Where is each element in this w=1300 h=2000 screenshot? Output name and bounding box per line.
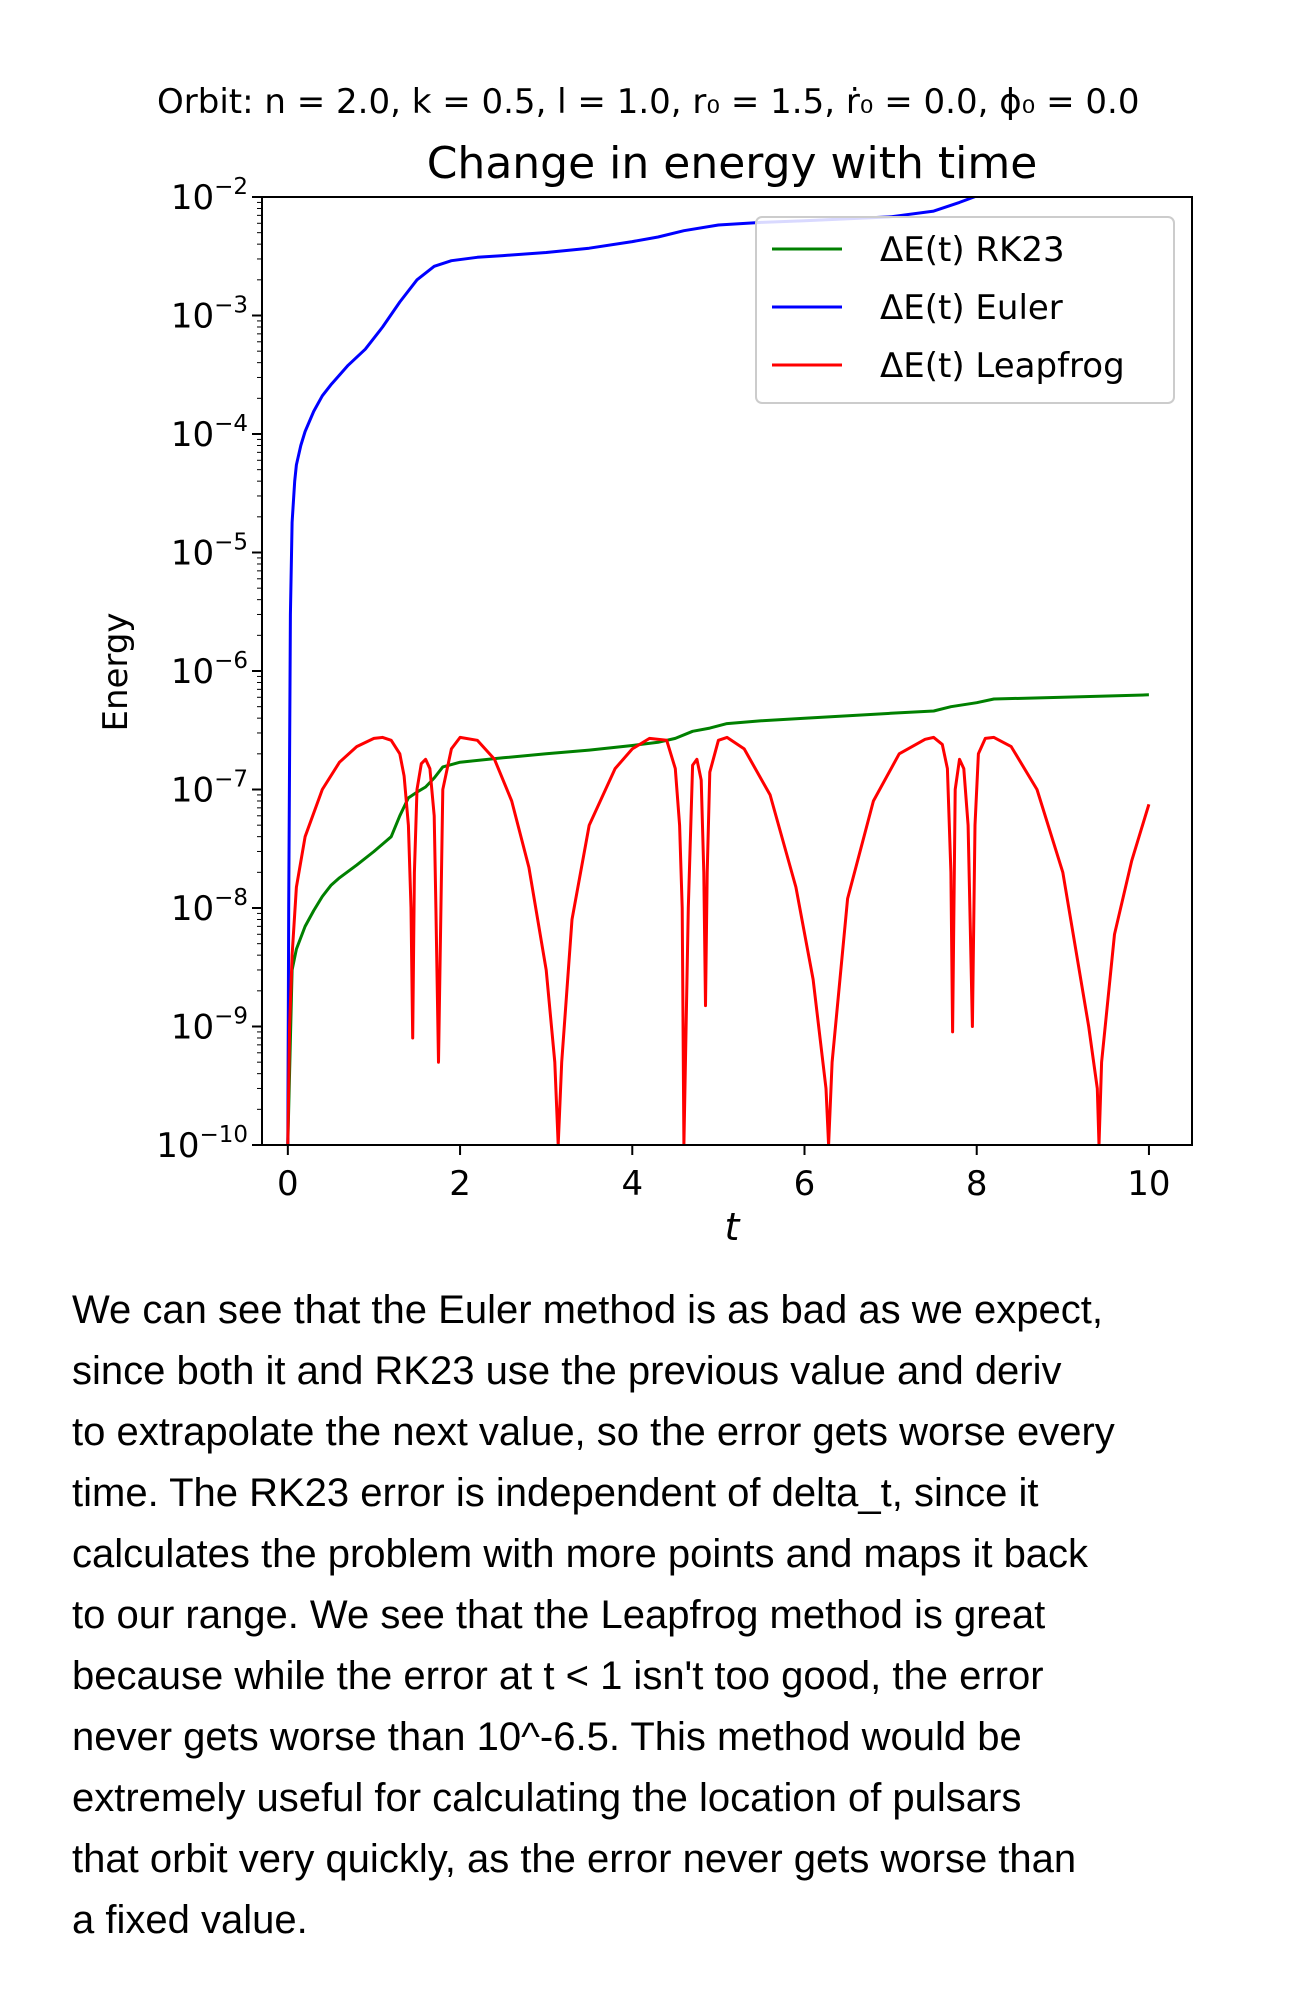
orbit-parameters: Orbit: n = 2.0, k = 0.5, l = 1.0, r₀ = 1… bbox=[157, 82, 1139, 122]
commentary-line: time. The RK23 error is independent of d… bbox=[72, 1471, 1039, 1515]
y-tick-label: 10−8 bbox=[171, 885, 248, 929]
commentary-line: We can see that the Euler method is as b… bbox=[72, 1288, 1103, 1332]
x-tick-label: 2 bbox=[449, 1164, 471, 1204]
commentary-line: a fixed value. bbox=[72, 1898, 308, 1942]
energy-chart: Orbit: n = 2.0, k = 0.5, l = 1.0, r₀ = 1… bbox=[96, 82, 1193, 1249]
commentary-line: calculates the problem with more points … bbox=[72, 1532, 1089, 1576]
x-tick-label: 10 bbox=[1127, 1164, 1170, 1204]
series-line-leapfrog bbox=[286, 735, 1151, 1145]
y-tick-label: 10−4 bbox=[171, 411, 248, 455]
commentary-paragraph: We can see that the Euler method is as b… bbox=[72, 1280, 1272, 1951]
commentary-line: because while the error at t < 1 isn't t… bbox=[72, 1654, 1044, 1698]
x-tick-label: 6 bbox=[794, 1164, 816, 1204]
legend-label-rk23: ΔE(t) RK23 bbox=[880, 230, 1065, 270]
x-tick-label: 4 bbox=[621, 1164, 643, 1204]
commentary-line: that orbit very quickly, as the error ne… bbox=[72, 1837, 1077, 1881]
y-tick-label: 10−9 bbox=[171, 1004, 248, 1048]
y-axis-label: Energy bbox=[96, 612, 136, 731]
y-tick-label: 10−5 bbox=[171, 530, 248, 574]
legend-label-euler: ΔE(t) Euler bbox=[880, 288, 1063, 328]
commentary-line: to extrapolate the next value, so the er… bbox=[72, 1410, 1115, 1454]
x-tick-label: 8 bbox=[966, 1164, 988, 1204]
y-tick-label: 10−10 bbox=[156, 1122, 248, 1166]
commentary-line: never gets worse than 10^-6.5. This meth… bbox=[72, 1715, 1022, 1759]
commentary-line: extremely useful for calculating the loc… bbox=[72, 1776, 1022, 1820]
commentary-line: since both it and RK23 use the previous … bbox=[72, 1349, 1062, 1393]
series-line-euler bbox=[286, 197, 978, 1145]
legend-label-leapfrog: ΔE(t) Leapfrog bbox=[880, 346, 1125, 386]
commentary-line: to our range. We see that the Leapfrog m… bbox=[72, 1593, 1046, 1637]
series-line-rk23 bbox=[286, 693, 1149, 1145]
y-tick-label: 10−6 bbox=[171, 648, 248, 692]
legend-box bbox=[755, 216, 1175, 404]
y-tick-label: 10−7 bbox=[171, 767, 248, 811]
legend: ΔE(t) RK23 ΔE(t) Euler ΔE(t) Leapfrog bbox=[755, 216, 1175, 404]
chart-title: Change in energy with time bbox=[427, 138, 1038, 189]
x-axis-label: t bbox=[725, 1205, 742, 1249]
y-tick-label: 10−2 bbox=[171, 174, 248, 218]
y-tick-label: 10−3 bbox=[171, 293, 248, 337]
x-tick-label: 0 bbox=[277, 1164, 299, 1204]
